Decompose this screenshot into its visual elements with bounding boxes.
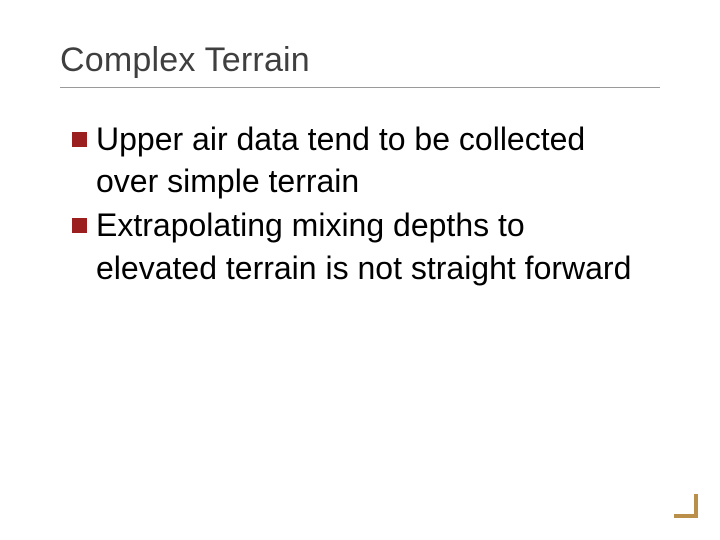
slide-body: Upper air data tend to be collected over… <box>72 118 652 291</box>
title-block: Complex Terrain <box>60 40 660 88</box>
square-bullet-icon <box>72 218 87 233</box>
slide: Complex Terrain Upper air data tend to b… <box>0 0 720 540</box>
list-item: Upper air data tend to be collected over… <box>72 118 652 202</box>
list-item: Extrapolating mixing depths to elevated … <box>72 204 652 288</box>
slide-title: Complex Terrain <box>60 40 660 81</box>
square-bullet-icon <box>72 132 87 147</box>
corner-accent-icon <box>674 494 698 518</box>
bullet-text: Upper air data tend to be collected over… <box>96 118 652 202</box>
bullet-text: Extrapolating mixing depths to elevated … <box>96 204 652 288</box>
title-underline <box>60 87 660 88</box>
